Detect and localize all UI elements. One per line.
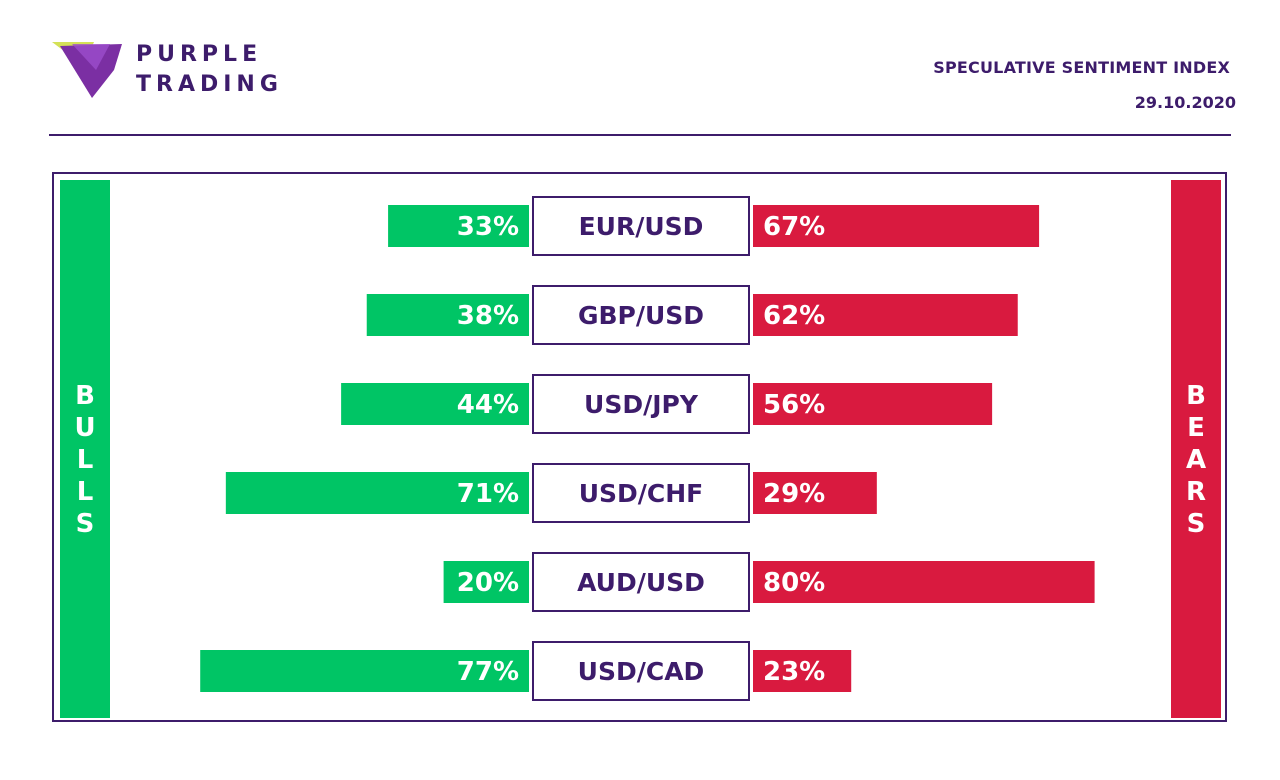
bull-value-usd-jpy: 44% (457, 390, 519, 420)
pair-box-eur-usd (532, 196, 750, 256)
bear-value-gbp-usd: 62% (763, 301, 825, 331)
bull-value-eur-usd: 33% (457, 212, 519, 242)
bear-bar-aud-usd (753, 561, 1095, 603)
bull-value-usd-cad: 77% (457, 657, 519, 687)
pair-label-gbp-usd: GBP/USD (578, 301, 704, 330)
bull-bar-aud-usd (443, 561, 529, 603)
bear-bar-usd-chf (753, 472, 877, 514)
pair-box-gbp-usd (532, 285, 750, 345)
purple-trading-logo: PURPLE TRADING (52, 40, 312, 100)
pair-box-usd-cad (532, 641, 750, 701)
pair-label-usd-jpy: USD/JPY (584, 390, 699, 419)
bull-value-usd-chf: 71% (457, 479, 519, 509)
pair-box-usd-chf (532, 463, 750, 523)
bear-value-aud-usd: 80% (763, 568, 825, 598)
pair-label-aud-usd: AUD/USD (577, 568, 705, 597)
chart-panel (52, 172, 1227, 722)
pair-label-usd-cad: USD/CAD (578, 657, 705, 686)
bear-value-usd-jpy: 56% (763, 390, 825, 420)
page-title: SPECULATIVE SENTIMENT INDEX (933, 58, 1230, 77)
pair-label-usd-chf: USD/CHF (579, 479, 704, 508)
bull-bar-usd-jpy (341, 383, 529, 425)
bear-value-usd-cad: 23% (763, 657, 825, 687)
bear-bar-eur-usd (753, 205, 1040, 247)
report-date: 29.10.2020 (1134, 93, 1236, 112)
bull-value-gbp-usd: 38% (457, 301, 519, 331)
brand-name-line1: PURPLE (136, 42, 263, 67)
pair-label-eur-usd: EUR/USD (579, 212, 704, 241)
bear-bar-usd-cad (753, 650, 852, 692)
brand-name-line2: TRADING (136, 72, 283, 97)
bull-value-aud-usd: 20% (457, 568, 519, 598)
bull-bar-usd-chf (225, 472, 529, 514)
bull-bar-usd-cad (200, 650, 529, 692)
pair-box-usd-jpy (532, 374, 750, 434)
pair-box-aud-usd (532, 552, 750, 612)
logo-mark-icon (52, 42, 122, 98)
bear-value-eur-usd: 67% (763, 212, 825, 242)
bear-bar-usd-jpy (753, 383, 993, 425)
bull-bar-gbp-usd (366, 294, 529, 336)
bear-value-usd-chf: 29% (763, 479, 825, 509)
header-divider (49, 134, 1231, 136)
bear-bar-gbp-usd (753, 294, 1018, 336)
bull-bar-eur-usd (388, 205, 529, 247)
